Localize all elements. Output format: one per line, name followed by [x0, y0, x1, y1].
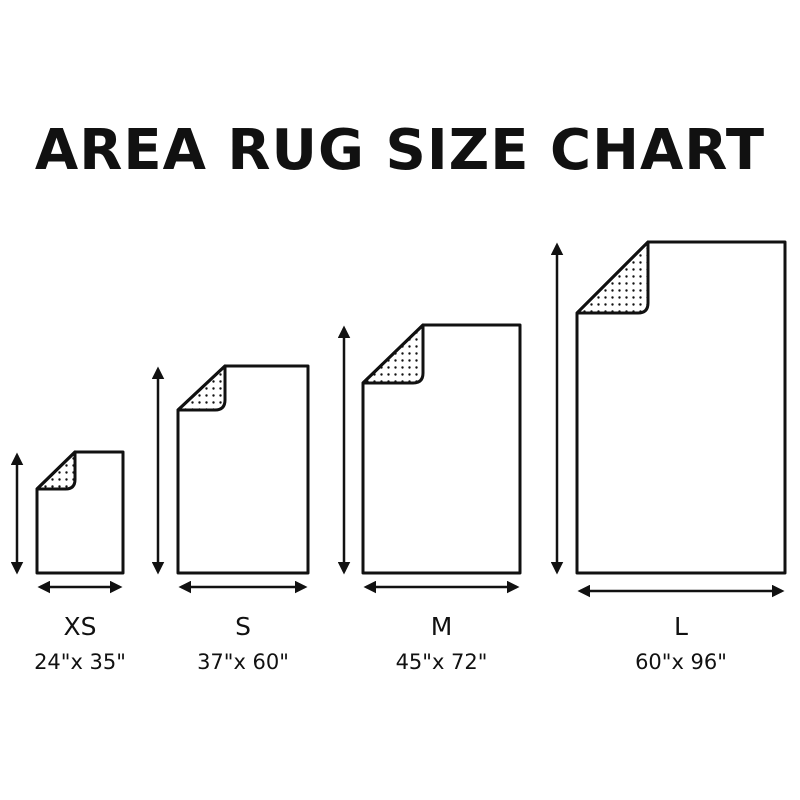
size-label: XS: [63, 612, 97, 641]
folded-corner: [575, 240, 650, 315]
folded-corner: [361, 323, 425, 385]
dimensions-label: 24"x 35": [34, 650, 126, 674]
rug-xs: [10, 450, 125, 594]
size-label: S: [235, 612, 251, 641]
size-label: M: [430, 612, 453, 641]
folded-corner: [176, 364, 227, 412]
folded-corner: [35, 450, 77, 491]
dimensions-label: 45"x 72": [395, 650, 488, 674]
rug-outline: [35, 450, 125, 575]
chart-title: AREA RUG SIZE CHART: [34, 118, 766, 183]
size-label: L: [674, 612, 688, 641]
rug-l: [550, 240, 787, 598]
rug-m: [337, 323, 522, 594]
dimensions-label: 37"x 60": [197, 650, 289, 674]
dimensions-label: 60"x 96": [635, 650, 727, 674]
rug-s: [151, 364, 310, 594]
